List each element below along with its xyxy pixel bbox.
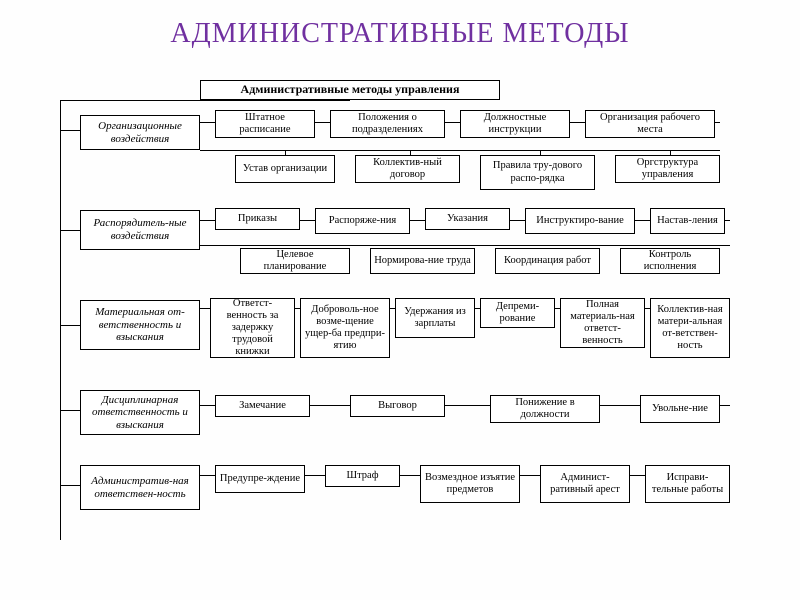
c2-r2-0: Целевое планирование	[240, 248, 350, 274]
c5-r1-2: Возмездное изъятие предметов	[420, 465, 520, 503]
c1-r1-1: Положения о подразделениях	[330, 110, 445, 138]
c2-r2-2: Координация работ	[495, 248, 600, 274]
c5-branch	[60, 485, 80, 486]
c3-r1-2: Удержания из зарплаты	[395, 298, 475, 338]
spine-top	[60, 100, 350, 101]
c1-r1-3: Организация рабочего места	[585, 110, 715, 138]
c2-branch	[60, 230, 80, 231]
c1-r2-1: Коллектив-ный договор	[355, 155, 460, 183]
c2-r2-bus	[200, 245, 730, 246]
cat-4: Дисциплинарная ответственность и взыскан…	[80, 390, 200, 435]
c4-r1-1: Выговор	[350, 395, 445, 417]
c3-r1-0: Ответст-венность за задержку трудовой кн…	[210, 298, 295, 358]
c1-r2-2: Правила тру-дового распо-рядка	[480, 155, 595, 190]
c1-r2-3: Оргструктура управления	[615, 155, 720, 183]
c5-r1-4: Исправи-тельные работы	[645, 465, 730, 503]
c2-r2-1: Нормирова-ние труда	[370, 248, 475, 274]
c3-r1-5: Коллектив-ная матери-альная от-ветствен-…	[650, 298, 730, 358]
c2-r1-4: Настав-ления	[650, 208, 725, 234]
c2-r1-3: Инструктиро-вание	[525, 208, 635, 234]
c3-r1-1: Доброволь-ное возме-щение ущер-ба предпр…	[300, 298, 390, 358]
c4-branch	[60, 410, 80, 411]
c5-r1-3: Админист-ративный арест	[540, 465, 630, 503]
cat-5: Административ-ная ответствен-ность	[80, 465, 200, 510]
c1-r2-bus	[200, 150, 720, 151]
cat-1: Организационные воздействия	[80, 115, 200, 150]
c1-branch	[60, 130, 80, 131]
cat-2: Распорядитель-ные воздействия	[80, 210, 200, 250]
c5-r1-1: Штраф	[325, 465, 400, 487]
c2-r1-1: Распоряже-ния	[315, 208, 410, 234]
cat-3: Материальная от-ветственность и взыскани…	[80, 300, 200, 350]
c1-r1-2: Должностные инструкции	[460, 110, 570, 138]
c2-r1-0: Приказы	[215, 208, 300, 230]
c2-r2-3: Контроль исполнения	[620, 248, 720, 274]
c4-r1-3: Увольне-ние	[640, 395, 720, 423]
c3-r1-3: Депреми-рование	[480, 298, 555, 328]
root-box: Административные методы управления	[200, 80, 500, 100]
org-chart: Административные методы управления Орган…	[40, 80, 760, 580]
c4-r1-2: Понижение в должности	[490, 395, 600, 423]
c3-branch	[60, 325, 80, 326]
c5-r1-0: Предупре-ждение	[215, 465, 305, 493]
c1-r2-0: Устав организации	[235, 155, 335, 183]
page-title: АДМИНИСТРАТИВНЫЕ МЕТОДЫ	[0, 0, 800, 60]
c1-r1-0: Штатное расписание	[215, 110, 315, 138]
c3-r1-4: Полная материаль-ная ответст-венность	[560, 298, 645, 348]
c4-r1-0: Замечание	[215, 395, 310, 417]
c2-r1-2: Указания	[425, 208, 510, 230]
spine	[60, 100, 61, 540]
